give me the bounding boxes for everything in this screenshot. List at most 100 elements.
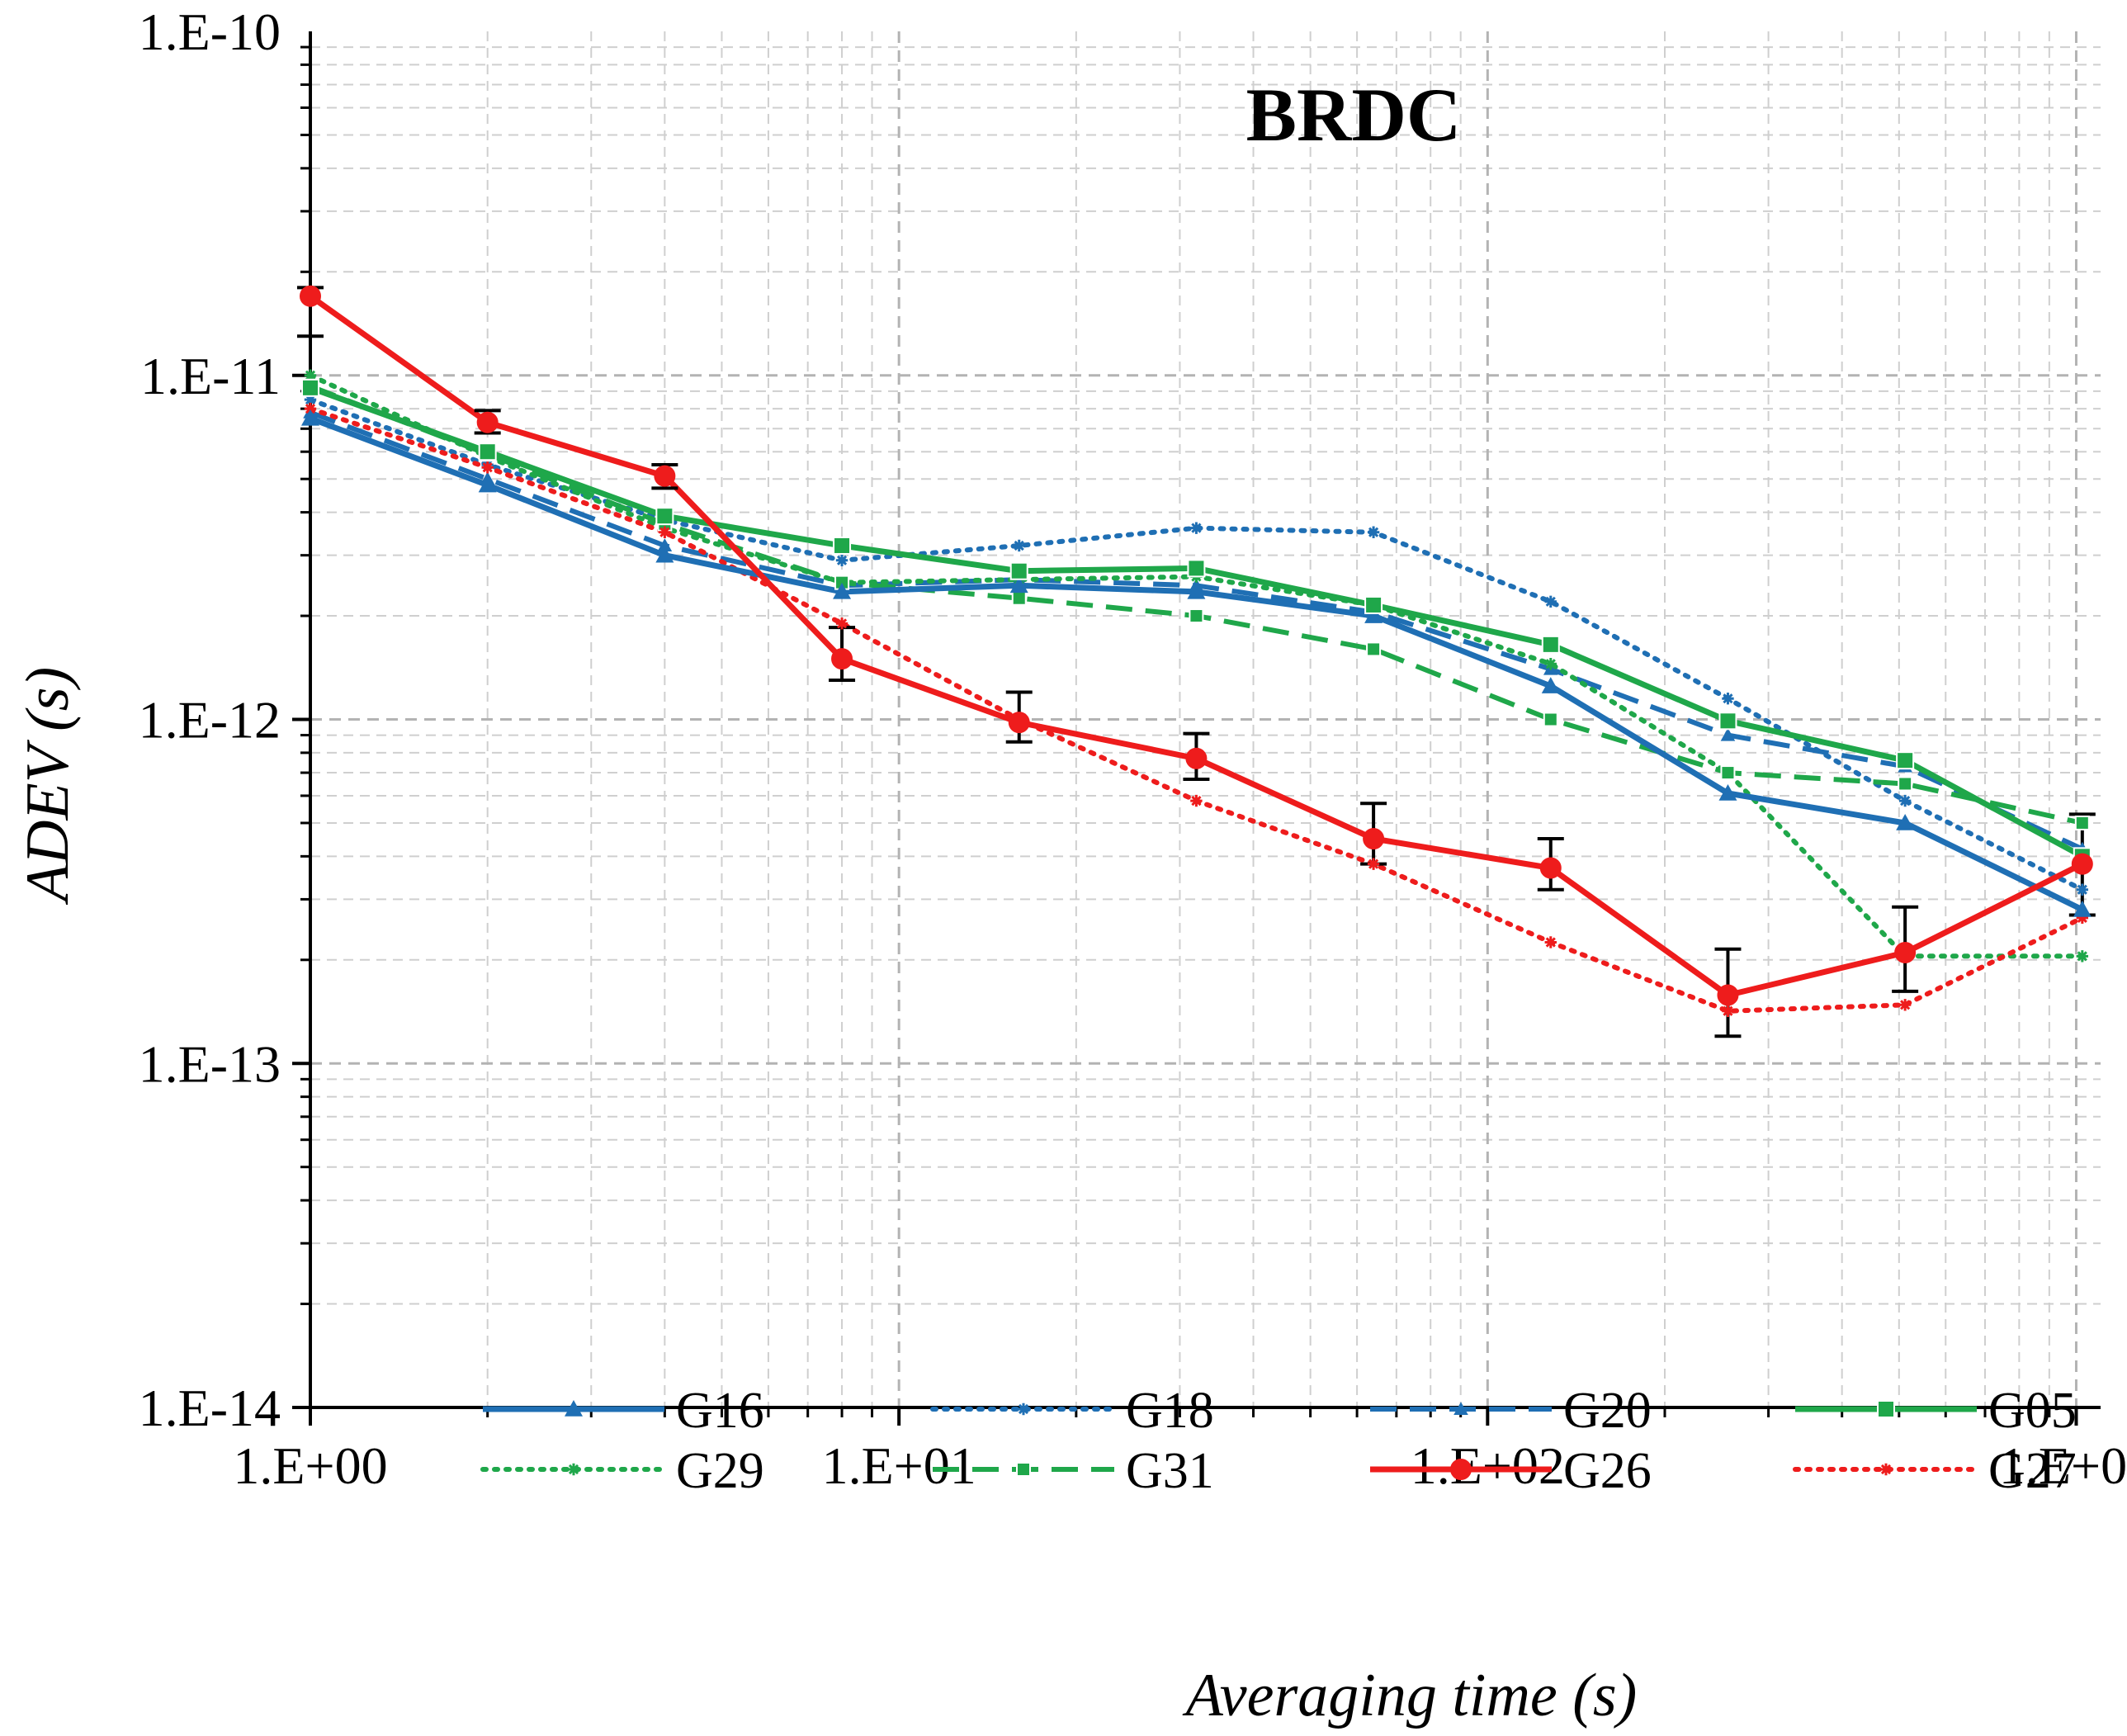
x-tick-label: 1.E+00 bbox=[233, 1436, 387, 1495]
data-point-g31 bbox=[1720, 765, 1736, 781]
data-point-g26 bbox=[1185, 747, 1208, 769]
data-point-g27 bbox=[304, 402, 317, 415]
data-point-g27 bbox=[659, 526, 671, 538]
legend-item-g29: G29 bbox=[480, 1443, 764, 1499]
data-point-g29 bbox=[304, 369, 317, 381]
legend-item-g05: G05 bbox=[1795, 1383, 2077, 1439]
legend: G16 G18 G20 G05 G29 G31 G26 G27 bbox=[480, 1383, 2077, 1499]
data-point-g27 bbox=[2076, 911, 2089, 925]
data-point-g18 bbox=[835, 554, 848, 566]
y-tick-label: 1.E-10 bbox=[139, 2, 281, 61]
legend-item-g31: G31 bbox=[933, 1443, 1214, 1499]
legend-marker-g29 bbox=[567, 1463, 580, 1476]
data-point-g05 bbox=[1187, 559, 1206, 578]
legend-marker-g27 bbox=[1879, 1463, 1893, 1476]
data-point-g26 bbox=[1539, 857, 1562, 879]
legend-label-g20: G20 bbox=[1563, 1383, 1652, 1439]
y-tick-label: 1.E-14 bbox=[139, 1379, 281, 1437]
x-tick-label: 1.E+01 bbox=[822, 1436, 976, 1495]
data-point-g26 bbox=[654, 465, 676, 487]
y-tick-label: 1.E-13 bbox=[139, 1034, 281, 1093]
legend-marker-g16 bbox=[565, 1400, 583, 1417]
y-tick-label: 1.E-12 bbox=[139, 691, 281, 750]
legend-item-g27: G27 bbox=[1793, 1443, 2077, 1499]
data-point-g16 bbox=[1364, 607, 1383, 623]
data-point-g16 bbox=[1009, 576, 1028, 594]
data-point-g18 bbox=[1722, 693, 1734, 705]
y-axis-label: ADEV (s) bbox=[14, 667, 82, 906]
data-point-g05 bbox=[1364, 595, 1383, 614]
data-point-g27 bbox=[1367, 858, 1380, 870]
x-tick-labels: 1.E+00 1.E+01 1.E+02 1.E+03 bbox=[233, 1436, 2127, 1495]
data-point-g18 bbox=[1544, 595, 1557, 608]
data-point-g05 bbox=[1718, 712, 1737, 731]
data-point-g26 bbox=[300, 285, 321, 307]
data-point-g16 bbox=[1896, 813, 1915, 830]
data-point-g05 bbox=[833, 536, 852, 555]
data-point-g18 bbox=[1898, 794, 1912, 807]
legend-label-g31: G31 bbox=[1126, 1443, 1214, 1499]
data-point-g16 bbox=[1541, 677, 1560, 693]
legend-marker-g05 bbox=[1877, 1400, 1895, 1418]
legend-marker-g18 bbox=[1017, 1403, 1030, 1416]
legend-label-g27: G27 bbox=[1988, 1443, 2077, 1499]
data-point-g05 bbox=[1541, 635, 1560, 654]
legend-label-g16: G16 bbox=[676, 1383, 764, 1439]
data-point-g26 bbox=[1008, 712, 1030, 734]
data-point-g26 bbox=[1717, 984, 1739, 1006]
x-tick-label: 1.E+02 bbox=[1411, 1436, 1565, 1495]
data-point-g27 bbox=[1898, 999, 1912, 1011]
tick-marks bbox=[292, 45, 2078, 1426]
data-point-g16 bbox=[655, 546, 674, 563]
y-tick-labels: 1.E-10 1.E-11 1.E-12 1.E-13 1.E-14 bbox=[139, 2, 281, 1437]
data-point-g16 bbox=[833, 582, 852, 599]
legend-item-g18: G18 bbox=[930, 1383, 1214, 1439]
data-point-g29 bbox=[2076, 950, 2089, 963]
x-axis-label: Averaging time (s) bbox=[1182, 1662, 1638, 1729]
legend-item-g20: G20 bbox=[1370, 1383, 1652, 1439]
data-point-g05 bbox=[1896, 751, 1915, 770]
data-point-g31 bbox=[1898, 776, 1913, 792]
data-point-g31 bbox=[2074, 815, 2090, 830]
data-point-g18 bbox=[304, 393, 317, 406]
data-point-g26 bbox=[2071, 853, 2093, 875]
x-tick-label: 1.E+03 bbox=[1999, 1436, 2127, 1495]
data-point-g18 bbox=[1367, 526, 1380, 538]
legend-label-g26: G26 bbox=[1563, 1443, 1652, 1499]
data-point-g16 bbox=[2073, 900, 2092, 917]
data-point-g27 bbox=[1722, 1005, 1734, 1017]
legend-item-g16: G16 bbox=[483, 1383, 764, 1439]
legend-label-g18: G18 bbox=[1126, 1383, 1214, 1439]
data-point-g16 bbox=[1718, 783, 1737, 801]
data-point-g20 bbox=[657, 538, 673, 552]
data-point-g26 bbox=[831, 648, 853, 670]
chart-title: BRDC bbox=[1246, 73, 1462, 157]
data-point-g05 bbox=[301, 378, 319, 397]
data-point-g31 bbox=[1366, 641, 1382, 657]
data-point-g26 bbox=[476, 411, 499, 433]
minor-gridlines bbox=[310, 31, 2101, 1407]
data-point-g16 bbox=[478, 475, 497, 493]
data-point-g29 bbox=[1544, 658, 1557, 670]
data-point-g16 bbox=[301, 409, 319, 426]
data-point-g16 bbox=[1187, 582, 1206, 599]
data-point-g05 bbox=[478, 442, 497, 461]
data-point-g27 bbox=[1544, 936, 1557, 948]
data-point-g26 bbox=[1894, 941, 1917, 963]
legend-label-g29: G29 bbox=[676, 1443, 764, 1499]
data-point-g31 bbox=[1011, 590, 1027, 606]
y-tick-label: 1.E-11 bbox=[140, 347, 281, 405]
data-point-g18 bbox=[2076, 883, 2089, 896]
data-point-g05 bbox=[1009, 561, 1028, 580]
data-point-g27 bbox=[1190, 794, 1203, 807]
legend-marker-g26 bbox=[1450, 1459, 1472, 1480]
data-point-g20 bbox=[1720, 727, 1736, 741]
legend-item-g26: G26 bbox=[1370, 1443, 1652, 1499]
data-point-g18 bbox=[1013, 539, 1025, 552]
legend-marker-g31 bbox=[1016, 1462, 1031, 1477]
data-point-g27 bbox=[481, 461, 494, 474]
data-point-g05 bbox=[655, 507, 674, 526]
data-point-g27 bbox=[835, 617, 848, 630]
